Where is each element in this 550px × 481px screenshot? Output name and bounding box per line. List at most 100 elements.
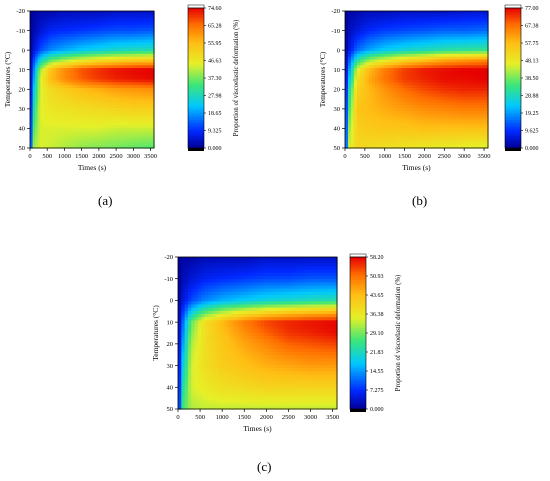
heatmap-cell bbox=[425, 105, 430, 109]
heatmap-cell bbox=[434, 56, 438, 61]
heatmap-cell bbox=[479, 48, 483, 52]
heatmap-cell bbox=[347, 145, 352, 149]
heatmap-cell bbox=[48, 73, 52, 78]
heatmap-cell bbox=[125, 116, 129, 121]
heatmap-cell bbox=[359, 59, 364, 63]
heatmap-cell bbox=[81, 11, 85, 15]
heatmap-cell bbox=[79, 116, 83, 121]
heatmap-cell bbox=[86, 105, 91, 109]
heatmap-cell bbox=[99, 68, 103, 72]
heatmap-cell bbox=[247, 260, 252, 264]
heatmap-cell bbox=[120, 139, 124, 143]
heatmap-cell bbox=[461, 122, 465, 126]
heatmap-cell bbox=[89, 99, 93, 103]
heatmap-cell bbox=[470, 33, 474, 38]
heatmap-cell bbox=[125, 25, 129, 29]
heatmap-cell bbox=[204, 257, 209, 261]
heatmap-cell bbox=[476, 13, 480, 18]
heatmap-cell bbox=[102, 102, 106, 106]
heatmap-cell bbox=[470, 48, 474, 52]
heatmap-cell bbox=[112, 73, 116, 78]
heatmap-cell bbox=[461, 62, 465, 66]
heatmap-cell bbox=[345, 70, 349, 75]
heatmap-cell bbox=[455, 42, 459, 46]
heatmap-cell bbox=[86, 11, 91, 15]
heatmap-cell bbox=[455, 99, 459, 103]
heatmap-cell bbox=[365, 79, 370, 83]
x-tick-label: 500 bbox=[360, 153, 370, 160]
heatmap-cell bbox=[45, 22, 49, 26]
heatmap-cell bbox=[133, 70, 137, 75]
heatmap-cell bbox=[68, 130, 72, 135]
heatmap-cell bbox=[73, 82, 78, 86]
heatmap-cell bbox=[467, 122, 471, 126]
heatmap-cell bbox=[133, 116, 137, 121]
heatmap-cell bbox=[138, 70, 142, 75]
heatmap-cell bbox=[143, 102, 147, 106]
heatmap-cell bbox=[55, 70, 60, 75]
colorbar-segment bbox=[188, 143, 204, 147]
heatmap-cell bbox=[392, 70, 397, 75]
heatmap-cell bbox=[425, 136, 430, 141]
heatmap-cell bbox=[89, 139, 93, 143]
heatmap-cell bbox=[293, 263, 298, 268]
heatmap-cell bbox=[79, 50, 83, 55]
heatmap-cell bbox=[380, 36, 385, 41]
heatmap-cell bbox=[467, 113, 471, 118]
heatmap-cell bbox=[419, 13, 424, 18]
heatmap-cell bbox=[50, 65, 54, 69]
heatmap-cell bbox=[431, 133, 435, 138]
heatmap-cell bbox=[141, 108, 145, 112]
heatmap-cell bbox=[383, 42, 388, 46]
heatmap-cell bbox=[359, 102, 364, 106]
heatmap-cell bbox=[452, 88, 456, 92]
heatmap-cell bbox=[48, 62, 52, 66]
heatmap-cell bbox=[350, 11, 355, 15]
heatmap-cell bbox=[254, 263, 259, 268]
heatmap-cell bbox=[207, 260, 212, 264]
heatmap-cell bbox=[148, 50, 153, 55]
heatmap-cell bbox=[53, 142, 57, 146]
heatmap-cell bbox=[359, 19, 364, 24]
heatmap-cell bbox=[473, 53, 477, 58]
heatmap-cell bbox=[79, 88, 83, 92]
heatmap-cell bbox=[431, 96, 435, 101]
heatmap-cell bbox=[32, 85, 36, 89]
heatmap-cell bbox=[362, 28, 367, 32]
heatmap-cell bbox=[446, 105, 450, 109]
heatmap-cell bbox=[347, 99, 352, 103]
heatmap-cell bbox=[428, 68, 432, 72]
heatmap-cell bbox=[383, 128, 388, 132]
colorbar-segment bbox=[505, 24, 521, 28]
heatmap-cell bbox=[110, 42, 114, 46]
heatmap-cell bbox=[422, 50, 427, 55]
heatmap-cell bbox=[395, 53, 400, 58]
heatmap-cell bbox=[30, 119, 34, 123]
colorbar-segment bbox=[505, 106, 521, 109]
heatmap-cell bbox=[347, 102, 352, 106]
heatmap-cell bbox=[81, 133, 85, 138]
colorbar-segment bbox=[505, 52, 521, 56]
heatmap-cell bbox=[86, 65, 91, 69]
heatmap-cell bbox=[317, 263, 322, 268]
heatmap-cell bbox=[434, 136, 438, 141]
heatmap-cell bbox=[428, 11, 432, 15]
heatmap-cell bbox=[398, 128, 403, 132]
heatmap-cell bbox=[482, 22, 486, 26]
heatmap-cell bbox=[107, 85, 111, 89]
heatmap-cell bbox=[110, 85, 114, 89]
heatmap-cell bbox=[63, 62, 67, 66]
heatmap-cell bbox=[76, 68, 80, 72]
heatmap-cell bbox=[389, 13, 394, 18]
heatmap-cell bbox=[32, 105, 36, 109]
heatmap-cell bbox=[48, 133, 52, 138]
heatmap-cell bbox=[201, 263, 206, 268]
heatmap-cell bbox=[68, 110, 72, 115]
heatmap-cell bbox=[151, 79, 155, 83]
heatmap-cell bbox=[365, 142, 370, 146]
heatmap-cell bbox=[148, 122, 153, 126]
heatmap-cell bbox=[392, 11, 397, 15]
heatmap-cell bbox=[404, 102, 409, 106]
heatmap-cell bbox=[416, 76, 421, 81]
heatmap-cell bbox=[467, 108, 471, 112]
